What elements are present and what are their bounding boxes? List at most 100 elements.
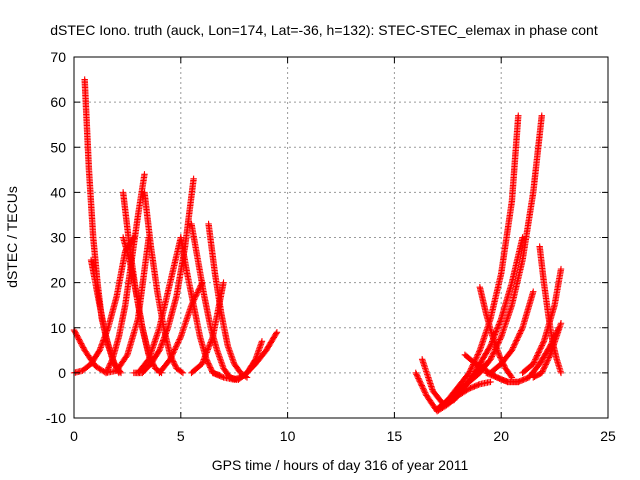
y-tick-label: 0 — [58, 365, 66, 381]
data-point — [170, 359, 178, 367]
data-point — [78, 341, 86, 349]
data-point — [169, 350, 176, 357]
data-point — [202, 352, 209, 359]
data-point — [557, 320, 565, 327]
data-point — [415, 376, 423, 384]
data-point — [113, 364, 120, 371]
data-point — [199, 359, 206, 366]
data-point — [493, 326, 500, 334]
data-point — [473, 352, 481, 360]
data-point — [514, 334, 522, 341]
data-point — [473, 354, 480, 361]
grid — [74, 57, 608, 418]
data-point — [419, 383, 426, 391]
data-point — [475, 349, 482, 357]
data-point — [534, 350, 542, 358]
data-point — [545, 354, 553, 361]
y-tick-label: 60 — [50, 94, 66, 110]
data-point — [202, 350, 210, 358]
data-point — [176, 336, 183, 343]
data-point — [115, 368, 122, 375]
data-point — [516, 331, 523, 339]
data-point — [196, 285, 203, 292]
data-point — [487, 342, 494, 349]
data-point — [418, 382, 425, 389]
data-point — [102, 369, 110, 377]
data-point — [475, 348, 483, 355]
data-point — [419, 385, 427, 392]
data-point — [536, 347, 543, 355]
data-point — [272, 330, 280, 337]
data-point — [413, 372, 421, 379]
data-point — [512, 338, 520, 346]
data-point — [543, 358, 551, 365]
data-point — [77, 340, 85, 347]
y-tick-label: 20 — [50, 275, 66, 291]
data-point — [77, 338, 84, 346]
data-point — [487, 378, 494, 386]
data-point — [541, 364, 548, 371]
data-point — [538, 112, 545, 119]
data-point — [492, 328, 500, 335]
data-point — [534, 352, 541, 359]
data-point — [489, 351, 496, 359]
data-point — [496, 352, 503, 360]
data-point — [170, 349, 177, 356]
data-point — [539, 340, 546, 348]
data-point — [201, 353, 209, 360]
data-point — [546, 353, 553, 360]
data-point — [220, 279, 227, 286]
data-point — [497, 354, 504, 361]
data-point — [539, 368, 546, 375]
data-point — [207, 337, 215, 345]
data-point — [170, 347, 178, 355]
series-24 — [476, 283, 516, 381]
data-point — [415, 375, 422, 382]
data-point — [258, 338, 266, 345]
data-point — [190, 297, 197, 305]
data-point — [175, 337, 182, 345]
data-point — [172, 343, 180, 350]
data-point — [204, 347, 211, 355]
data-point — [114, 366, 121, 374]
data-point — [208, 336, 215, 343]
x-tick-label: 0 — [70, 428, 78, 444]
data-point — [79, 343, 86, 350]
series-7 — [119, 234, 152, 359]
data-point — [105, 364, 112, 371]
data-point — [533, 353, 540, 360]
data-point — [510, 342, 518, 350]
series-17 — [226, 338, 266, 383]
data-point — [190, 175, 197, 183]
data-point — [172, 344, 179, 352]
data-point — [167, 354, 174, 362]
data-point — [75, 336, 83, 343]
data-point — [535, 349, 542, 356]
series-4 — [87, 256, 123, 377]
data-point — [512, 340, 519, 347]
data-point — [511, 341, 518, 348]
data-point — [104, 366, 111, 374]
data-point — [188, 300, 196, 307]
plot-area — [70, 76, 565, 415]
y-tick-label: 50 — [50, 139, 66, 155]
data-point — [196, 283, 204, 291]
data-point — [207, 339, 214, 346]
data-point — [420, 386, 427, 393]
data-point — [218, 373, 226, 381]
data-point — [112, 362, 119, 370]
x-tick-label: 15 — [387, 428, 403, 444]
data-point — [194, 287, 202, 295]
data-point — [492, 329, 499, 337]
data-point — [123, 352, 130, 360]
data-point — [190, 296, 198, 303]
data-point — [467, 366, 474, 374]
data-point — [465, 369, 473, 377]
data-point — [200, 357, 207, 365]
data-point — [206, 362, 213, 370]
chart-title: dSTEC Iono. truth (auck, Lon=174, Lat=-3… — [50, 22, 598, 38]
data-point — [107, 358, 115, 366]
data-point — [74, 333, 81, 340]
